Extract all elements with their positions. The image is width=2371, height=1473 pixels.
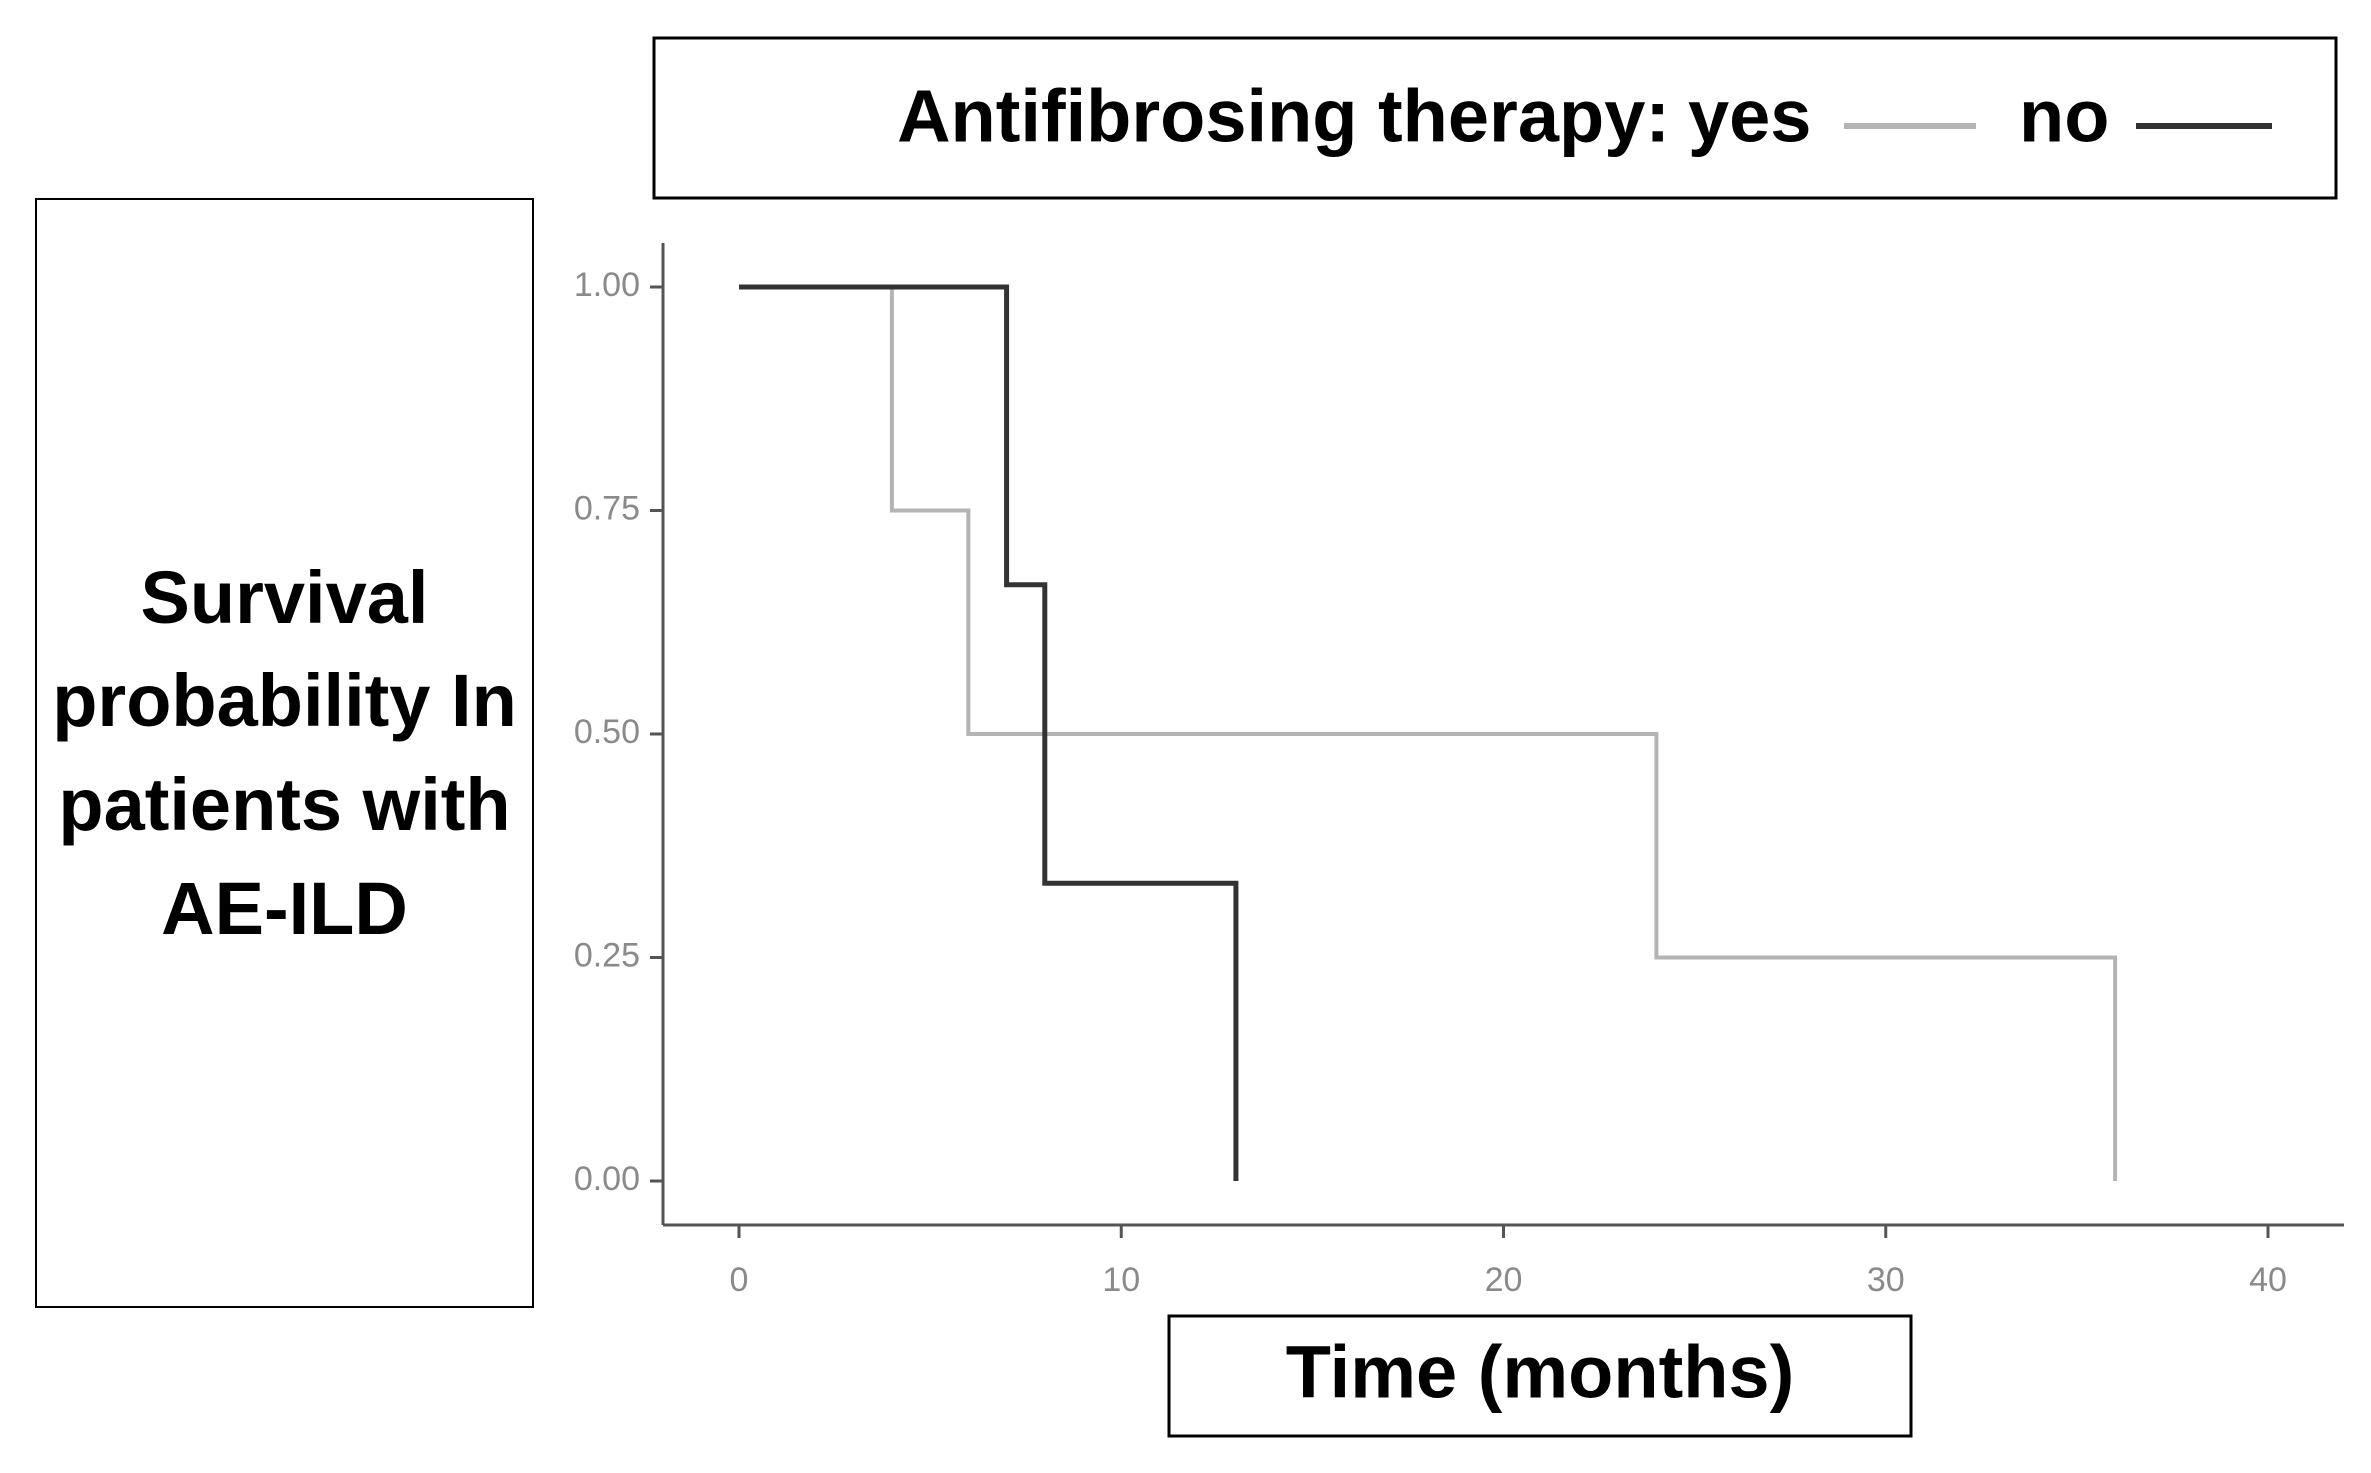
y-tick-label: 0.50 — [574, 713, 640, 751]
survival-curve — [739, 284, 1239, 1181]
y-tick-label: 1.00 — [574, 266, 640, 304]
legend-title: Antifibrosing therapy: — [897, 75, 1670, 158]
x-tick-label: 20 — [1485, 1261, 1523, 1299]
y-axis-label: Survival probability In patients with AE… — [35, 198, 534, 1308]
survival-curve — [739, 285, 2118, 1181]
x-tick-label: 30 — [1867, 1261, 1905, 1299]
y-tick-label: 0.75 — [574, 489, 640, 527]
legend-label: yes — [1688, 75, 1811, 158]
y-tick-label: 0.25 — [574, 936, 640, 974]
y-tick-label: 0.00 — [574, 1160, 640, 1198]
x-tick-label: 0 — [730, 1261, 749, 1299]
x-tick-label: 40 — [2249, 1261, 2287, 1299]
x-tick-label: 10 — [1102, 1261, 1140, 1299]
legend-box — [652, 36, 2338, 200]
legend-label: no — [2019, 75, 2109, 158]
x-axis-label: Time (months) — [1286, 1331, 1794, 1414]
x-label-box — [1167, 1314, 1913, 1438]
